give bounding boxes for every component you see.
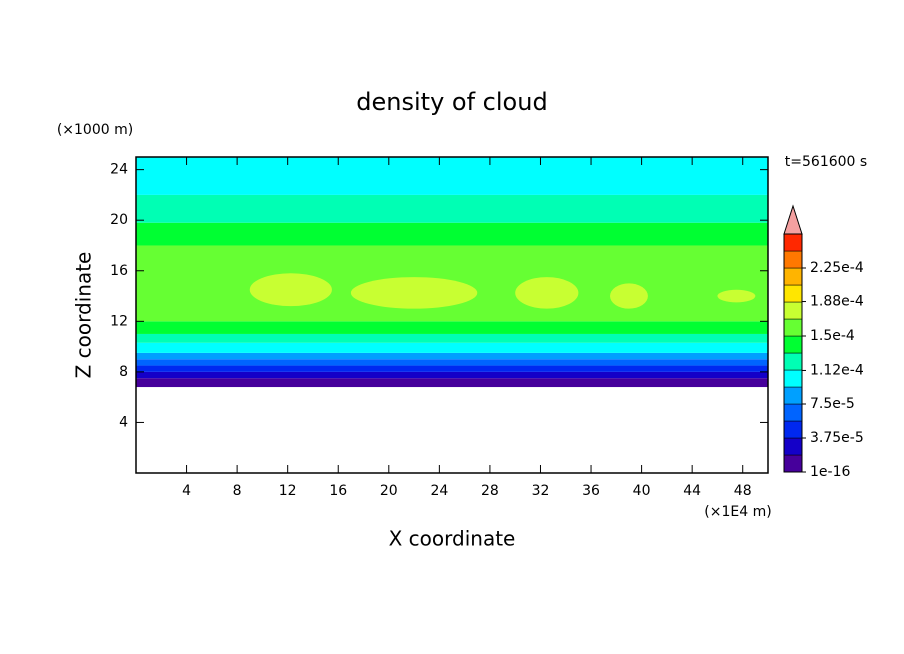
colorbar-segment (783, 284, 803, 303)
y-tick-label: 4 (119, 414, 128, 430)
colorbar-segment (783, 369, 803, 388)
y-tick-label: 24 (110, 162, 128, 178)
colorbar-tick-label: 7.5e-5 (810, 396, 855, 412)
y-tick-label: 8 (119, 364, 128, 380)
x-tick-label: 20 (380, 483, 398, 499)
colorbar-segment (783, 233, 803, 252)
colorbar-tick-label: 1.5e-4 (810, 328, 855, 344)
contour-band (136, 222, 768, 246)
contour-band (136, 352, 768, 360)
contour-band (136, 378, 768, 388)
colorbar-segment (783, 454, 803, 473)
y-unit-label: (×1000 m) (57, 122, 133, 138)
x-tick-label: 36 (582, 483, 600, 499)
colorbar-segment (783, 352, 803, 371)
contour-patch (717, 289, 756, 303)
colorbar-frame (783, 233, 803, 473)
y-tick-label: 12 (110, 313, 128, 329)
x-tick-label: 44 (683, 483, 701, 499)
contour-band (136, 321, 768, 334)
colorbar-tick-label: 1.12e-4 (810, 362, 864, 378)
x-tick-label: 12 (279, 483, 297, 499)
colorbar-segment (783, 420, 803, 439)
colorbar-tick-label: 1e-16 (810, 464, 850, 480)
colorbar-segment (783, 301, 803, 320)
contour-patch (350, 277, 478, 309)
contour-patch (249, 273, 332, 307)
contour-band (136, 342, 768, 353)
colorbar-segment (783, 318, 803, 337)
contour-band (136, 333, 768, 343)
contour-band (136, 365, 768, 372)
x-tick-label: 24 (430, 483, 448, 499)
x-tick-label: 28 (481, 483, 499, 499)
plot-frame (135, 156, 769, 474)
colorbar-segment (783, 250, 803, 269)
colorbar-segment (783, 403, 803, 422)
colorbar-segment (783, 267, 803, 286)
time-label: t=561600 s (785, 154, 867, 170)
contour-band (136, 194, 768, 223)
colorbar-segment (783, 335, 803, 354)
colorbar-tick-label: 1.88e-4 (810, 294, 864, 310)
x-tick-label: 8 (233, 483, 242, 499)
x-tick-label: 40 (633, 483, 651, 499)
chart-title: density of cloud (356, 88, 547, 116)
colorbar-segment (783, 386, 803, 405)
colorbar-tick-label: 2.25e-4 (810, 260, 864, 276)
contour-patch (515, 277, 579, 309)
contour-band (136, 157, 768, 195)
x-tick-label: 4 (182, 483, 191, 499)
y-tick-label: 20 (110, 212, 128, 228)
x-tick-label: 48 (734, 483, 752, 499)
x-unit-label: (×1E4 m) (704, 504, 771, 520)
y-tick-label: 16 (110, 263, 128, 279)
colorbar-segment (783, 437, 803, 456)
contour-patch (610, 283, 648, 309)
y-axis-label: Z coordinate (72, 252, 96, 379)
x-tick-label: 16 (329, 483, 347, 499)
contour-band (136, 359, 768, 366)
contour-band (136, 371, 768, 379)
x-axis-label: X coordinate (389, 527, 516, 551)
x-tick-label: 32 (532, 483, 550, 499)
colorbar-tick-label: 3.75e-5 (810, 430, 864, 446)
